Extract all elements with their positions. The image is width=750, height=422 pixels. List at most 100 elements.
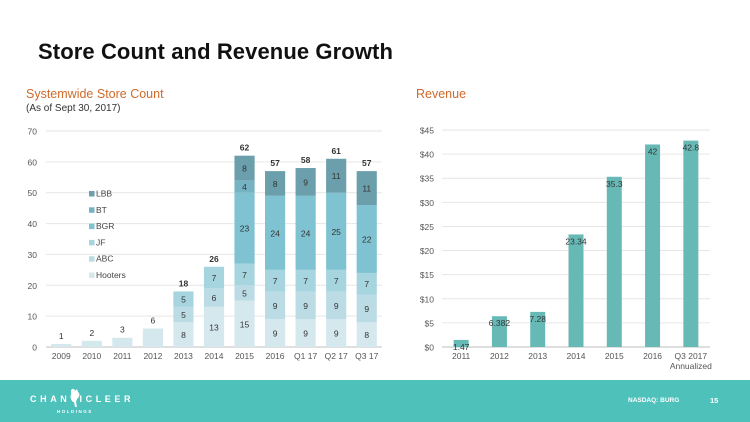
segment-label: 7 [242, 270, 247, 280]
bar-segment-bt [234, 180, 255, 193]
x-tick-label: Q2 17 [325, 351, 348, 361]
page-title: Store Count and Revenue Growth [38, 39, 394, 64]
y-tick-label: $10 [420, 294, 434, 304]
segment-label: 5 [181, 295, 186, 305]
segment-label: 9 [303, 177, 308, 187]
data-label: 42.8 [683, 143, 700, 153]
store-count-note: (As of Sept 30, 2017) [26, 103, 121, 114]
segment-label: 7 [334, 276, 339, 286]
legend-swatch-jf [89, 239, 95, 246]
y-tick-label: $35 [420, 174, 434, 184]
bar-segment-hooters [356, 322, 377, 347]
segment-label: 9 [273, 329, 278, 339]
bar-segment-abc [203, 288, 225, 307]
x-tick-label: 2015 [605, 351, 624, 361]
bar-segment-abc [356, 294, 377, 323]
data-label: 35.3 [606, 179, 623, 189]
segment-label: 25 [331, 227, 341, 237]
y-tick-label: $25 [420, 222, 434, 232]
total-label: 57 [362, 158, 372, 168]
segment-label: 22 [362, 235, 372, 245]
bar-segment-abc [326, 291, 347, 320]
revenue-bar [683, 140, 699, 347]
total-label: 2 [89, 328, 94, 338]
legend-label-jf: JF [96, 237, 105, 247]
x-tick-label: 2011 [113, 351, 132, 361]
bar-segment-lbb [356, 171, 377, 206]
x-tick-label: 2010 [82, 351, 101, 361]
company-logo-subtext: HOLDINGS [57, 409, 93, 414]
bar-segment-bgr [234, 192, 255, 264]
legend-swatch-hooters [89, 272, 95, 278]
legend-label-bt: BT [96, 205, 107, 215]
revenue-bar [453, 339, 469, 347]
bar-segment-abc [173, 306, 194, 323]
legend-label-lbb: LBB [96, 189, 112, 199]
y-tick-label: $30 [420, 198, 434, 208]
footer-band: CHANTICLEER HOLDINGS NASDAQ: BURG 15 [0, 380, 750, 422]
bar-segment-jf [173, 291, 194, 307]
x-tick-label: 2016 [643, 351, 662, 361]
bar-segment-hooters [173, 322, 194, 347]
segment-label: 9 [303, 329, 308, 339]
segment-label: 23 [240, 224, 250, 234]
segment-label: 7 [273, 276, 278, 286]
bar-segment-hooters [112, 337, 133, 347]
segment-label: 7 [303, 276, 308, 286]
total-label: 18 [179, 278, 189, 288]
bar-segment-jf [356, 272, 377, 295]
segment-label: 9 [334, 329, 339, 339]
total-label: 57 [270, 158, 280, 168]
total-label: 26 [209, 254, 219, 264]
segment-label: 8 [181, 330, 186, 340]
segment-label: 15 [240, 319, 250, 329]
y-tick-label: $15 [420, 270, 434, 280]
segment-label: 8 [364, 330, 369, 340]
x-tick-label: Q3 2017 [675, 351, 708, 361]
page-number: 15 [710, 396, 719, 405]
x-tick-label: Q1 17 [294, 351, 317, 361]
bar-segment-jf [234, 263, 255, 286]
bar-segment-hooters [51, 343, 72, 347]
segment-label: 4 [242, 182, 247, 192]
bar-segment-lbb [234, 155, 255, 181]
bar-segment-hooters [326, 319, 347, 347]
bar-segment-bgr [326, 192, 347, 270]
x-tick-label: 2009 [52, 351, 71, 361]
bar-segment-hooters [81, 340, 102, 347]
stock-ticker: NASDAQ: BURG [628, 397, 680, 404]
y-tick-label: 10 [28, 312, 38, 322]
bar-segment-lbb [265, 171, 286, 196]
total-label: 62 [240, 143, 250, 153]
segment-label: 7 [212, 273, 217, 283]
segment-label: 9 [334, 301, 339, 311]
y-tick-label: 20 [28, 281, 38, 291]
x-tick-label: 2014 [205, 351, 224, 361]
y-tick-label: 50 [28, 188, 38, 198]
bar-segment-abc [265, 291, 286, 320]
segment-label: 24 [301, 228, 311, 238]
total-label: 3 [120, 325, 125, 335]
y-tick-label: 70 [28, 127, 38, 137]
segment-label: 7 [364, 279, 369, 289]
segment-label: 8 [273, 179, 278, 189]
segment-label: 11 [332, 171, 341, 181]
y-tick-label: 30 [28, 250, 38, 260]
bar-segment-hooters [142, 328, 163, 347]
y-tick-label: 40 [28, 219, 38, 229]
y-tick-label: $0 [425, 343, 435, 353]
bar-segment-hooters [295, 319, 316, 347]
y-tick-label: $40 [420, 150, 434, 160]
y-tick-label: $45 [420, 126, 434, 136]
x-tick-label: 2012 [143, 351, 162, 361]
bar-segment-hooters [203, 306, 225, 347]
revenue-bar [645, 144, 661, 347]
bar-segment-lbb [326, 158, 347, 193]
segment-label: 5 [242, 289, 247, 299]
legend-label-hooters: Hooters [96, 270, 126, 280]
y-tick-label: 0 [32, 343, 37, 353]
bar-segment-hooters [265, 319, 286, 347]
segment-label: 24 [270, 228, 280, 238]
x-tick-label: 2012 [490, 351, 509, 361]
